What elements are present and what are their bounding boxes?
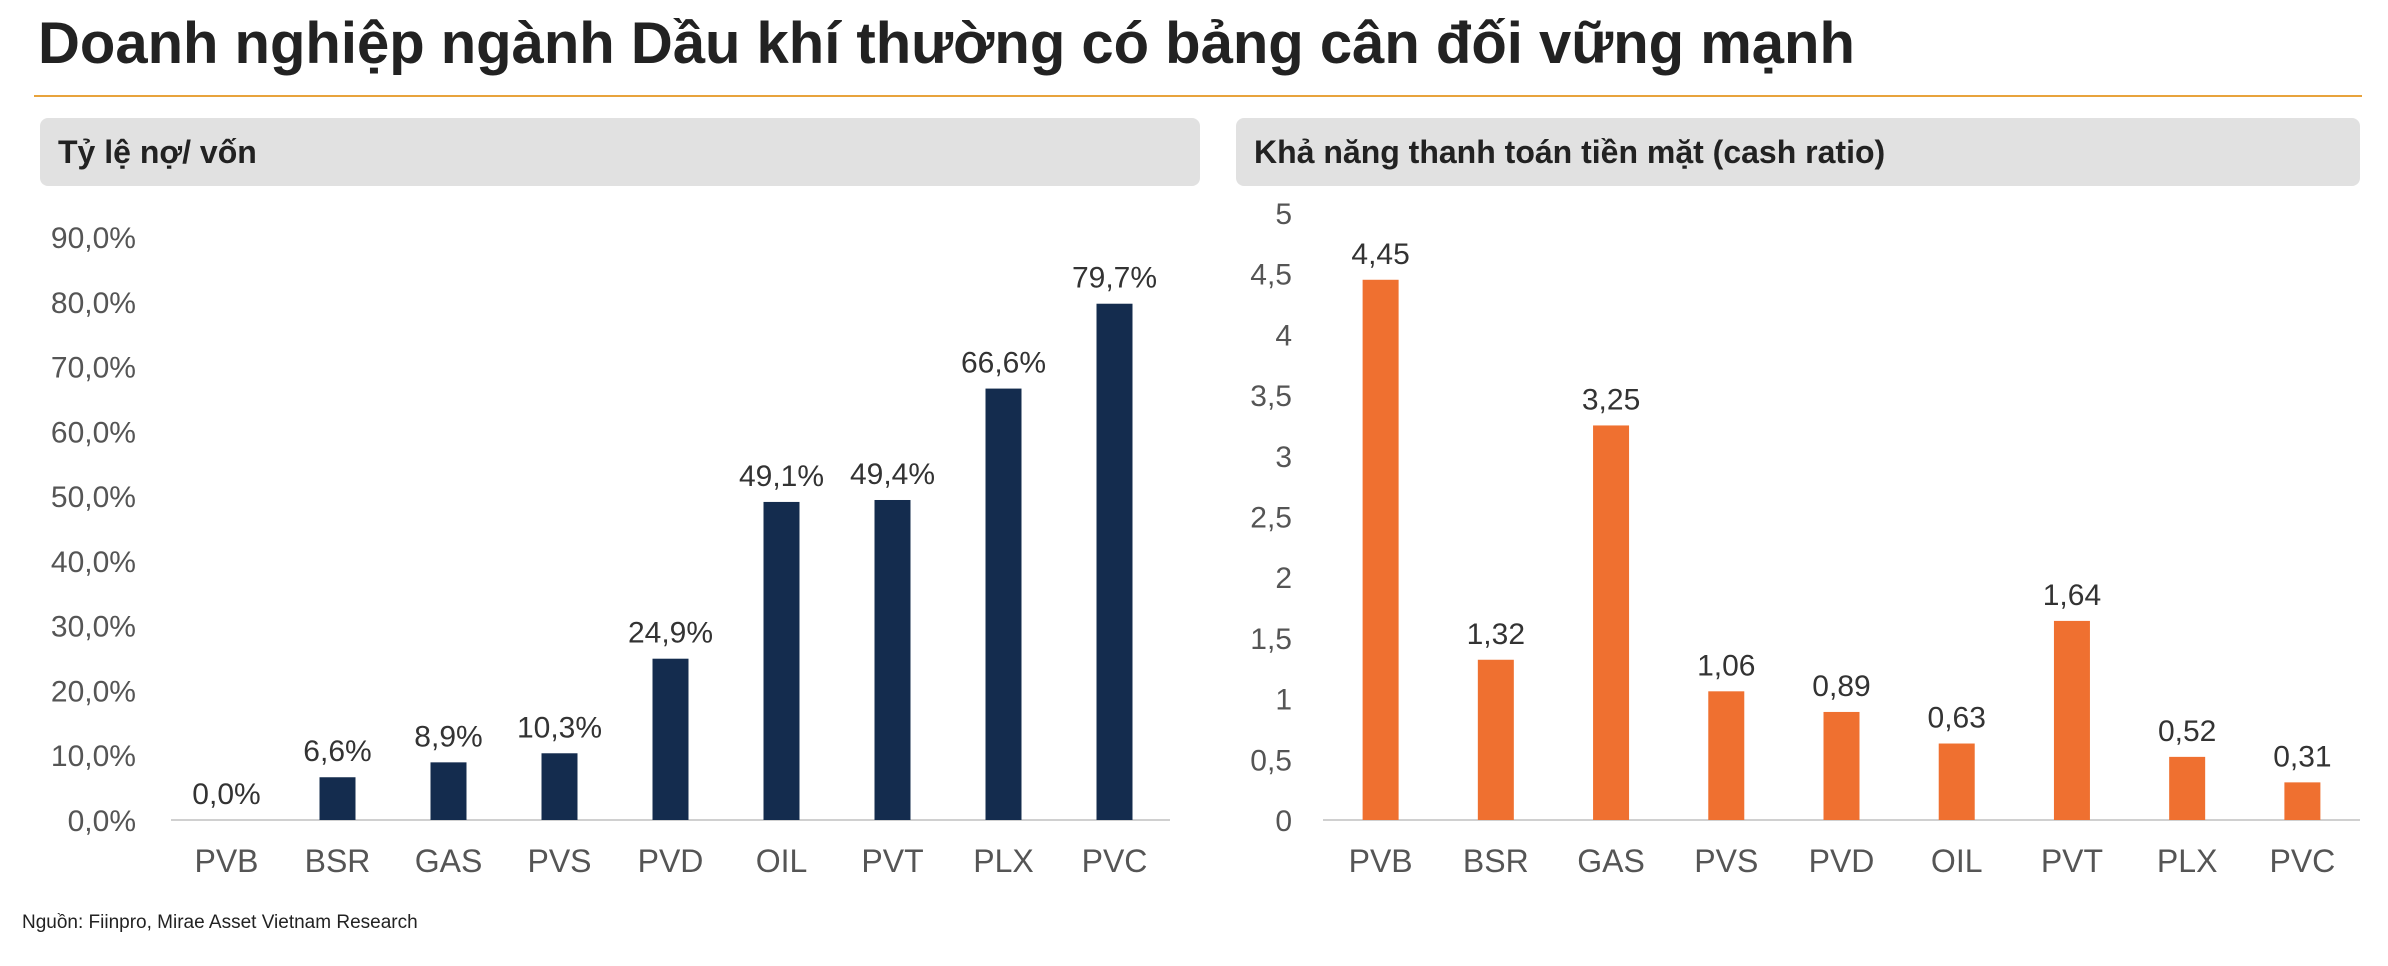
left-bar-plx <box>985 388 1022 820</box>
left-y-tick-label: 40,0% <box>51 546 136 579</box>
title-divider <box>34 95 2362 97</box>
right-value-label: 0,52 <box>2158 715 2216 748</box>
left-y-tick-label: 60,0% <box>51 416 136 449</box>
left-y-tick-label: 50,0% <box>51 481 136 514</box>
right-category-label: GAS <box>1577 843 1645 879</box>
left-category-label: PVS <box>527 843 591 879</box>
right-y-tick-label: 3 <box>1275 441 1292 474</box>
left-value-label: 49,4% <box>850 458 935 491</box>
left-category-label: PVC <box>1082 843 1148 879</box>
left-y-tick-label: 0,0% <box>68 805 136 838</box>
left-category-label: GAS <box>415 843 483 879</box>
left-bar-pvs <box>541 753 578 820</box>
left-value-label: 66,6% <box>961 347 1046 380</box>
right-bar-oil <box>1938 743 1975 820</box>
right-y-tick-label: 1,5 <box>1250 623 1292 656</box>
left-value-label: 6,6% <box>303 735 371 768</box>
right-chart-header: Khả năng thanh toán tiền mặt (cash ratio… <box>1236 118 2360 186</box>
right-bar-plx <box>2169 756 2206 820</box>
right-y-tick-label: 5 <box>1275 198 1292 231</box>
right-y-tick-label: 4,5 <box>1250 259 1292 292</box>
right-value-label: 0,31 <box>2273 740 2331 773</box>
right-value-label: 1,32 <box>1467 618 1525 651</box>
right-y-tick-label: 4 <box>1275 319 1292 352</box>
left-category-label: PLX <box>973 843 1033 879</box>
left-value-label: 0,0% <box>192 778 260 811</box>
left-category-label: PVT <box>861 843 923 879</box>
right-bar-pvd <box>1823 711 1860 820</box>
left-value-label: 10,3% <box>517 711 602 744</box>
right-y-tick-label: 1 <box>1275 684 1292 717</box>
right-y-tick-label: 0 <box>1275 805 1292 838</box>
left-bar-oil <box>763 501 800 820</box>
left-category-label: PVD <box>638 843 704 879</box>
right-value-label: 0,63 <box>1928 702 1986 735</box>
left-value-label: 49,1% <box>739 460 824 493</box>
right-value-label: 4,45 <box>1351 238 1409 271</box>
left-bar-pvt <box>874 499 911 820</box>
right-category-label: PVT <box>2041 843 2103 879</box>
left-y-tick-label: 10,0% <box>51 740 136 773</box>
left-y-tick-label: 30,0% <box>51 611 136 644</box>
left-category-label: BSR <box>305 843 371 879</box>
right-y-tick-label: 3,5 <box>1250 380 1292 413</box>
right-category-label: PVB <box>1349 843 1413 879</box>
right-y-tick-label: 2 <box>1275 562 1292 595</box>
right-y-tick-label: 2,5 <box>1250 502 1292 535</box>
right-bar-gas <box>1593 425 1630 820</box>
right-value-label: 0,89 <box>1812 670 1870 703</box>
left-y-tick-label: 70,0% <box>51 352 136 385</box>
left-bar-pvc <box>1096 303 1133 821</box>
right-bar-pvc <box>2284 782 2321 820</box>
left-chart-header: Tỷ lệ nợ/ vốn <box>40 118 1200 186</box>
left-category-label: PVB <box>194 843 258 879</box>
right-category-label: BSR <box>1463 843 1529 879</box>
right-value-label: 1,06 <box>1697 649 1755 682</box>
right-bar-pvb <box>1362 279 1399 820</box>
cash-ratio-chart: 0 0,5 1 1,5 2 2,5 3 3,5 4 4,5 5 4,45 PVB 1,32 BSR 3,25 G… <box>1250 198 2360 879</box>
left-bar-pvd <box>652 658 689 820</box>
source-note: Nguồn: Fiinpro, Mirae Asset Vietnam Rese… <box>22 912 418 933</box>
debt-to-equity-chart: 0,0% 10,0% 20,0% 30,0% 40,0% 50,0% 60,0% 70,0% 8… <box>51 222 1170 879</box>
right-bar-pvt <box>2053 620 2090 820</box>
page-title: Doanh nghiệp ngành Dầu khí thường có bản… <box>38 11 1855 76</box>
left-y-tick-label: 20,0% <box>51 675 136 708</box>
right-category-label: PVC <box>2269 843 2335 879</box>
right-bar-bsr <box>1477 659 1514 820</box>
right-bar-pvs <box>1708 691 1745 820</box>
right-value-label: 3,25 <box>1582 383 1640 416</box>
left-y-tick-label: 90,0% <box>51 222 136 255</box>
left-category-label: OIL <box>756 843 808 879</box>
right-category-label: OIL <box>1931 843 1983 879</box>
left-y-tick-label: 80,0% <box>51 287 136 320</box>
right-category-label: PVS <box>1694 843 1758 879</box>
right-category-label: PLX <box>2157 843 2217 879</box>
left-value-label: 79,7% <box>1072 262 1157 295</box>
left-bar-gas <box>430 762 467 820</box>
right-category-label: PVD <box>1809 843 1875 879</box>
left-value-label: 8,9% <box>414 720 482 753</box>
right-value-label: 1,64 <box>2043 579 2101 612</box>
right-y-tick-label: 0,5 <box>1250 744 1292 777</box>
left-value-label: 24,9% <box>628 617 713 650</box>
left-bar-bsr <box>319 777 356 820</box>
